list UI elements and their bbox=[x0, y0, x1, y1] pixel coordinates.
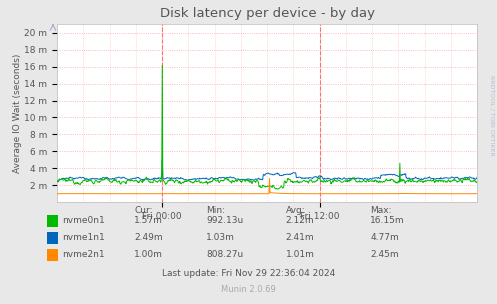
Text: Max:: Max: bbox=[370, 206, 392, 215]
Text: Avg:: Avg: bbox=[286, 206, 305, 215]
Text: Munin 2.0.69: Munin 2.0.69 bbox=[221, 285, 276, 295]
Text: 1.03m: 1.03m bbox=[206, 233, 235, 242]
Y-axis label: Average IO Wait (seconds): Average IO Wait (seconds) bbox=[12, 54, 21, 173]
Text: 1.01m: 1.01m bbox=[286, 250, 315, 259]
Text: 2.41m: 2.41m bbox=[286, 233, 315, 242]
Text: nvme0n1: nvme0n1 bbox=[62, 216, 105, 226]
Text: 1.57m: 1.57m bbox=[134, 216, 163, 226]
Text: 2.49m: 2.49m bbox=[134, 233, 163, 242]
Text: 808.27u: 808.27u bbox=[206, 250, 244, 259]
Text: 4.77m: 4.77m bbox=[370, 233, 399, 242]
Text: 992.13u: 992.13u bbox=[206, 216, 244, 226]
Text: 2.12m: 2.12m bbox=[286, 216, 315, 226]
Title: Disk latency per device - by day: Disk latency per device - by day bbox=[160, 7, 375, 20]
Text: nvme2n1: nvme2n1 bbox=[62, 250, 105, 259]
Text: 1.00m: 1.00m bbox=[134, 250, 163, 259]
Text: 2.45m: 2.45m bbox=[370, 250, 399, 259]
Text: Cur:: Cur: bbox=[134, 206, 153, 215]
Text: Last update: Fri Nov 29 22:36:04 2024: Last update: Fri Nov 29 22:36:04 2024 bbox=[162, 269, 335, 278]
Text: nvme1n1: nvme1n1 bbox=[62, 233, 105, 242]
Text: Min:: Min: bbox=[206, 206, 225, 215]
Text: RRDTOOL / TOBI OETIKER: RRDTOOL / TOBI OETIKER bbox=[490, 75, 495, 156]
Text: 16.15m: 16.15m bbox=[370, 216, 405, 226]
